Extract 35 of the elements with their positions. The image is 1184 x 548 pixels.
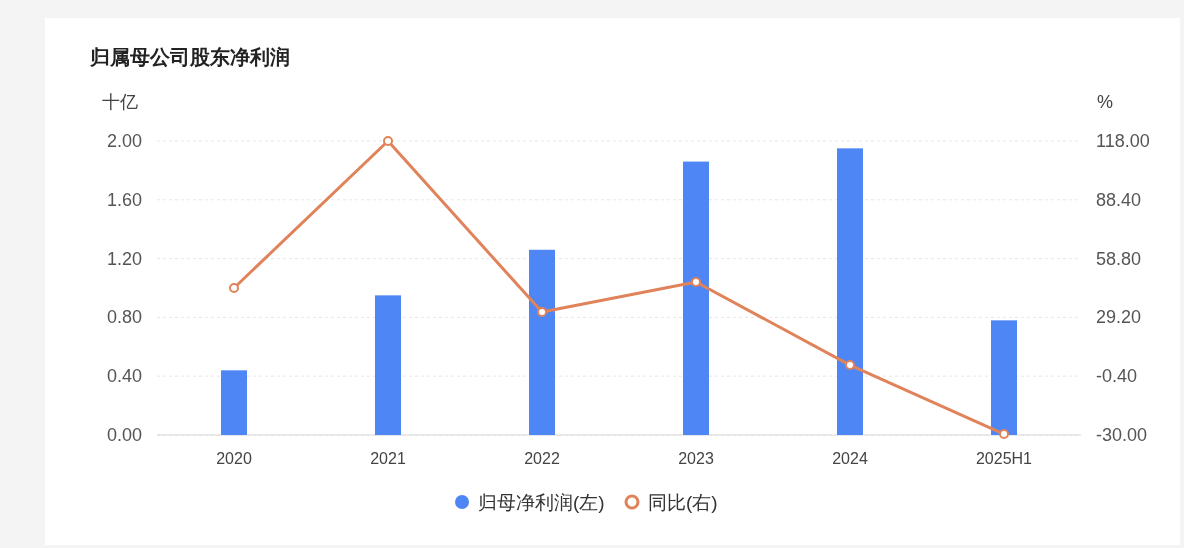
y-tick-label: 0.00	[106, 425, 142, 445]
point	[999, 429, 1009, 440]
x-tick-label: 2025H1	[975, 450, 1033, 467]
y2-tick-label: 29.20	[1096, 307, 1142, 328]
y2-tick-label: -0.40	[1096, 366, 1138, 387]
point	[845, 360, 855, 371]
y2-tick-label: 58.80	[1096, 248, 1142, 269]
point	[691, 277, 701, 288]
x-tick-label: 2023	[678, 450, 714, 467]
x-tick-label: 2020	[216, 450, 252, 467]
y-tick-label: 2.00	[106, 131, 142, 151]
x-tick-label: 2024	[832, 450, 868, 467]
legend-label: 归母净利润(左)	[478, 492, 605, 513]
y-axis-title: 十亿	[102, 92, 138, 112]
x-tick-label: 2022	[524, 450, 560, 467]
bar	[375, 295, 401, 435]
y2-tick-label: 88.40	[1096, 189, 1142, 210]
y2-tick-label: -30.00	[1096, 425, 1148, 445]
y2-tick-label: 118.00	[1096, 131, 1150, 151]
bar	[991, 320, 1017, 435]
bar	[529, 249, 555, 435]
bar	[221, 370, 247, 435]
point	[229, 283, 239, 293]
y-tick-label: 1.60	[106, 189, 142, 210]
y-tick-label: 0.40	[106, 366, 142, 387]
bar	[837, 148, 863, 435]
x-tick-label: 2021	[370, 450, 406, 467]
point	[383, 136, 393, 146]
y2-axis-title: %	[1096, 92, 1114, 112]
legend-label: 同比(右)	[648, 492, 718, 513]
point	[537, 307, 547, 318]
chart-title: 归属母公司股东净利润	[89, 46, 290, 68]
y-tick-label: 0.80	[106, 307, 142, 328]
y-tick-label: 1.20	[106, 248, 142, 269]
bar	[683, 161, 709, 435]
